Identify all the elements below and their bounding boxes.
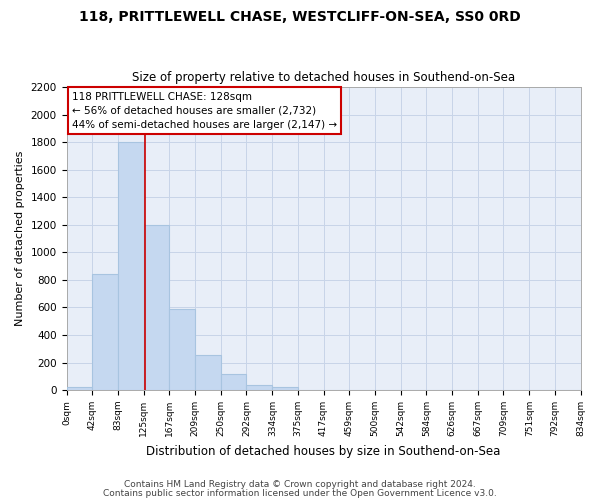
Bar [221, 374, 247, 390]
Bar [169, 309, 196, 390]
Y-axis label: Number of detached properties: Number of detached properties [15, 151, 25, 326]
Text: 118, PRITTLEWELL CHASE, WESTCLIFF-ON-SEA, SS0 0RD: 118, PRITTLEWELL CHASE, WESTCLIFF-ON-SEA… [79, 10, 521, 24]
Text: 118 PRITTLEWELL CHASE: 128sqm
← 56% of detached houses are smaller (2,732)
44% o: 118 PRITTLEWELL CHASE: 128sqm ← 56% of d… [71, 92, 337, 130]
Text: Contains public sector information licensed under the Open Government Licence v3: Contains public sector information licen… [103, 488, 497, 498]
Title: Size of property relative to detached houses in Southend-on-Sea: Size of property relative to detached ho… [132, 72, 515, 85]
Bar [143, 225, 169, 390]
Bar [92, 274, 118, 390]
Text: Contains HM Land Registry data © Crown copyright and database right 2024.: Contains HM Land Registry data © Crown c… [124, 480, 476, 489]
Bar [118, 142, 143, 390]
Bar [272, 386, 298, 390]
Bar [196, 355, 221, 390]
Bar [247, 384, 272, 390]
Bar [67, 386, 92, 390]
X-axis label: Distribution of detached houses by size in Southend-on-Sea: Distribution of detached houses by size … [146, 444, 501, 458]
